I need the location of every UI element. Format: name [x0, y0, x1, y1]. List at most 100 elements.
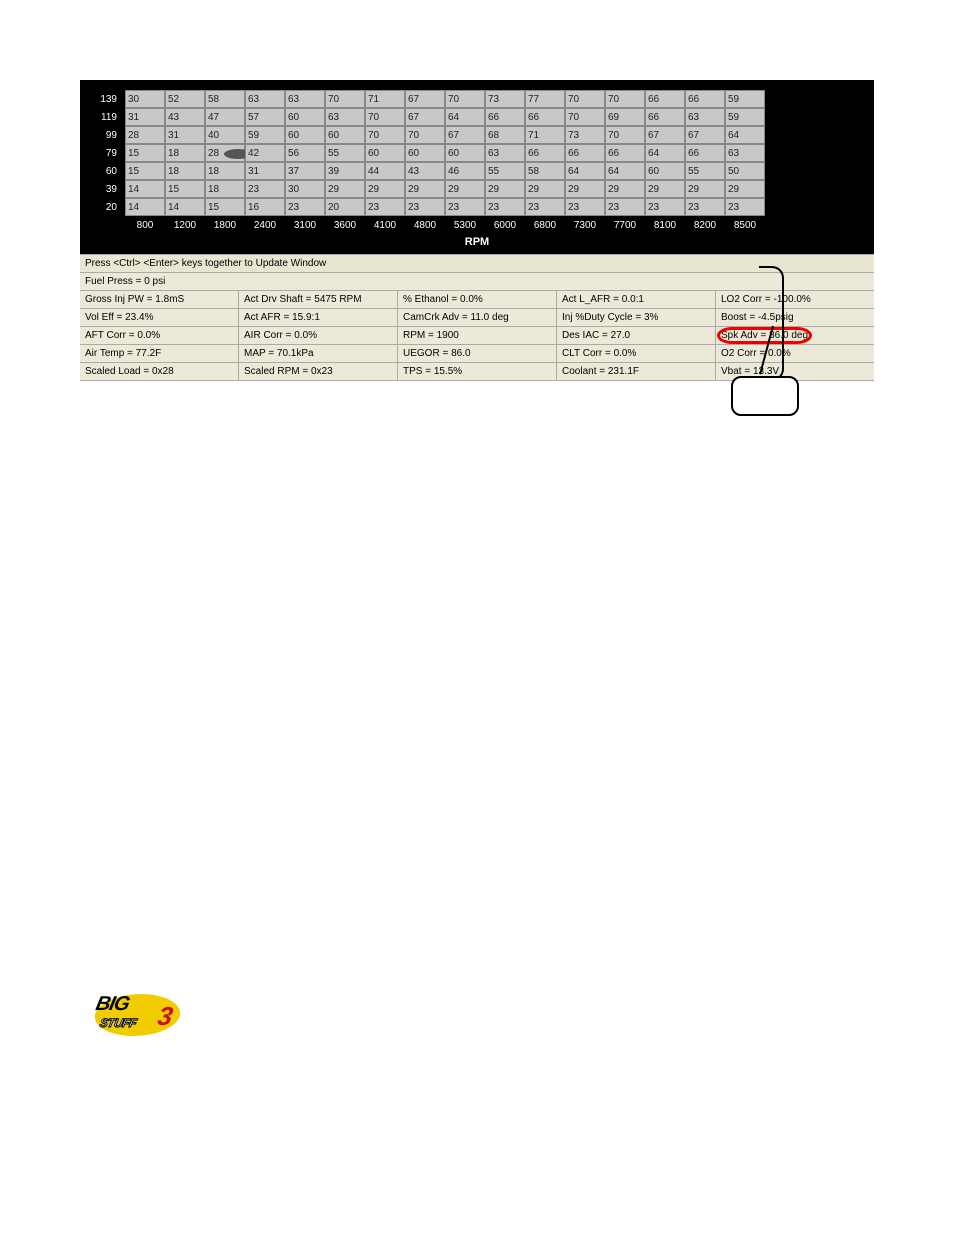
grid-cell[interactable]: 66	[685, 90, 725, 108]
grid-cell[interactable]: 71	[525, 126, 565, 144]
grid-cell[interactable]: 68	[485, 126, 525, 144]
grid-cell[interactable]: 18	[165, 144, 205, 162]
grid-cell[interactable]: 23	[685, 198, 725, 216]
grid-cell[interactable]: 14	[125, 180, 165, 198]
grid-cell[interactable]: 70	[565, 90, 605, 108]
grid-cell[interactable]: 18	[205, 180, 245, 198]
grid-cell[interactable]: 23	[525, 198, 565, 216]
grid-cell[interactable]: 63	[285, 90, 325, 108]
grid-cell[interactable]: 44	[365, 162, 405, 180]
grid-cell[interactable]: 30	[285, 180, 325, 198]
grid-cell[interactable]: 18	[205, 162, 245, 180]
grid-cell[interactable]: 23	[485, 198, 525, 216]
grid-cell[interactable]: 29	[685, 180, 725, 198]
grid-cell[interactable]: 56	[285, 144, 325, 162]
grid-cell[interactable]: 18	[165, 162, 205, 180]
grid-cell[interactable]: 23	[565, 198, 605, 216]
grid-cell[interactable]: 15	[125, 144, 165, 162]
grid-cell[interactable]: 55	[685, 162, 725, 180]
grid-cell[interactable]: 43	[165, 108, 205, 126]
grid-cell[interactable]: 29	[405, 180, 445, 198]
grid-cell[interactable]: 23	[245, 180, 285, 198]
grid-cell[interactable]: 70	[565, 108, 605, 126]
grid-cell[interactable]: 50	[725, 162, 765, 180]
grid-cell[interactable]: 73	[565, 126, 605, 144]
grid-cell[interactable]: 67	[405, 108, 445, 126]
grid-cell[interactable]: 70	[405, 126, 445, 144]
grid-cell[interactable]: 23	[405, 198, 445, 216]
grid-cell[interactable]: 66	[525, 108, 565, 126]
grid-cell[interactable]: 64	[725, 126, 765, 144]
grid-cell[interactable]: 28	[125, 126, 165, 144]
grid-cell[interactable]: 63	[245, 90, 285, 108]
grid-cell[interactable]: 60	[285, 126, 325, 144]
grid-cell[interactable]: 46	[445, 162, 485, 180]
grid-cell[interactable]: 64	[445, 108, 485, 126]
grid-cell[interactable]: 31	[165, 126, 205, 144]
grid-cell[interactable]: 67	[445, 126, 485, 144]
grid-cell[interactable]: 39	[325, 162, 365, 180]
grid-cell[interactable]: 30	[125, 90, 165, 108]
grid-cell[interactable]: 58	[525, 162, 565, 180]
grid-cell[interactable]: 23	[725, 198, 765, 216]
grid-cell[interactable]: 64	[605, 162, 645, 180]
grid-cell[interactable]: 77	[525, 90, 565, 108]
grid-cell[interactable]: 14	[125, 198, 165, 216]
grid-cell[interactable]: 66	[645, 90, 685, 108]
grid-cell[interactable]: 29	[645, 180, 685, 198]
grid-cell[interactable]: 66	[525, 144, 565, 162]
grid-cell[interactable]: 60	[285, 108, 325, 126]
grid-cell[interactable]: 55	[485, 162, 525, 180]
grid-cell[interactable]: 66	[685, 144, 725, 162]
grid-cell[interactable]: 59	[725, 90, 765, 108]
grid-cell[interactable]: 59	[725, 108, 765, 126]
grid-cell[interactable]: 28	[205, 144, 245, 162]
grid-cell[interactable]: 73	[485, 90, 525, 108]
data-grid[interactable]: 1393052586363707167707377707066665911931…	[80, 90, 874, 216]
grid-cell[interactable]: 69	[605, 108, 645, 126]
grid-cell[interactable]: 15	[165, 180, 205, 198]
grid-cell[interactable]: 58	[205, 90, 245, 108]
grid-cell[interactable]: 57	[245, 108, 285, 126]
grid-cell[interactable]: 67	[685, 126, 725, 144]
grid-cell[interactable]: 42	[245, 144, 285, 162]
grid-cell[interactable]: 70	[605, 90, 645, 108]
grid-cell[interactable]: 15	[205, 198, 245, 216]
grid-cell[interactable]: 63	[485, 144, 525, 162]
grid-cell[interactable]: 52	[165, 90, 205, 108]
grid-cell[interactable]: 71	[365, 90, 405, 108]
grid-cell[interactable]: 23	[365, 198, 405, 216]
grid-cell[interactable]: 64	[645, 144, 685, 162]
grid-cell[interactable]: 47	[205, 108, 245, 126]
grid-cell[interactable]: 70	[365, 126, 405, 144]
grid-cell[interactable]: 63	[725, 144, 765, 162]
grid-cell[interactable]: 70	[445, 90, 485, 108]
grid-cell[interactable]: 66	[485, 108, 525, 126]
grid-cell[interactable]: 59	[245, 126, 285, 144]
grid-cell[interactable]: 43	[405, 162, 445, 180]
grid-cell[interactable]: 67	[405, 90, 445, 108]
grid-cell[interactable]: 14	[165, 198, 205, 216]
grid-cell[interactable]: 60	[325, 126, 365, 144]
grid-cell[interactable]: 29	[605, 180, 645, 198]
grid-cell[interactable]: 29	[325, 180, 365, 198]
grid-cell[interactable]: 29	[485, 180, 525, 198]
grid-cell[interactable]: 23	[605, 198, 645, 216]
grid-cell[interactable]: 29	[365, 180, 405, 198]
grid-cell[interactable]: 66	[565, 144, 605, 162]
grid-cell[interactable]: 23	[445, 198, 485, 216]
grid-cell[interactable]: 29	[445, 180, 485, 198]
grid-cell[interactable]: 29	[725, 180, 765, 198]
grid-cell[interactable]: 23	[285, 198, 325, 216]
grid-cell[interactable]: 60	[365, 144, 405, 162]
grid-cell[interactable]: 29	[525, 180, 565, 198]
grid-cell[interactable]: 70	[365, 108, 405, 126]
grid-cell[interactable]: 60	[445, 144, 485, 162]
grid-cell[interactable]: 70	[325, 90, 365, 108]
grid-cell[interactable]: 66	[605, 144, 645, 162]
grid-cell[interactable]: 64	[565, 162, 605, 180]
grid-cell[interactable]: 23	[645, 198, 685, 216]
grid-cell[interactable]: 16	[245, 198, 285, 216]
grid-cell[interactable]: 60	[645, 162, 685, 180]
grid-cell[interactable]: 29	[565, 180, 605, 198]
